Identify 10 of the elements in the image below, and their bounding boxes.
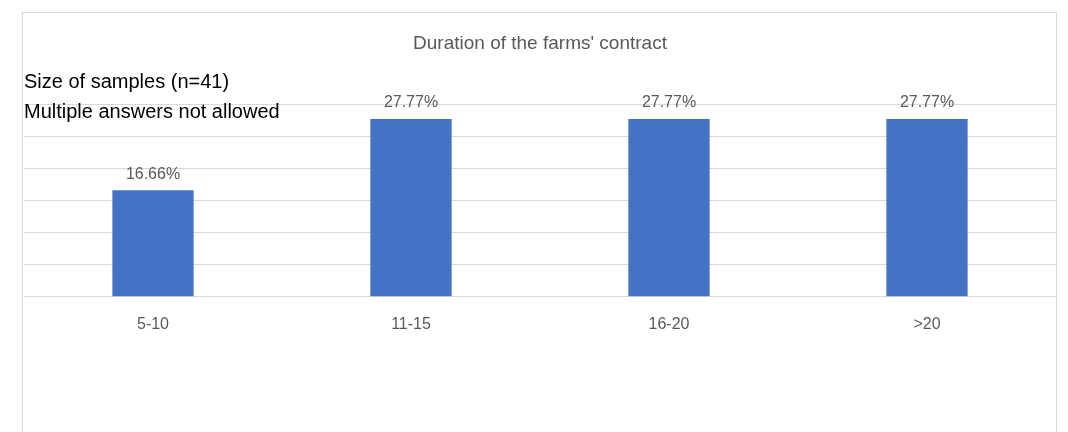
x-tick-label: 11-15 bbox=[391, 314, 431, 332]
chart-title: Duration of the farms' contract bbox=[413, 31, 668, 53]
data-label: 27.77% bbox=[899, 93, 955, 111]
x-tick-label: 5-10 bbox=[136, 314, 170, 332]
annotation: Size of samples (n=41) Multiple answers not allowed bbox=[24, 69, 281, 124]
data-label: 27.77% bbox=[383, 93, 439, 111]
x-tick-label: 16-20 bbox=[648, 314, 690, 332]
x-tick-label: >20 bbox=[913, 314, 941, 332]
data-label: 27.77% bbox=[641, 93, 697, 111]
data-label: 16.66% bbox=[125, 164, 181, 182]
